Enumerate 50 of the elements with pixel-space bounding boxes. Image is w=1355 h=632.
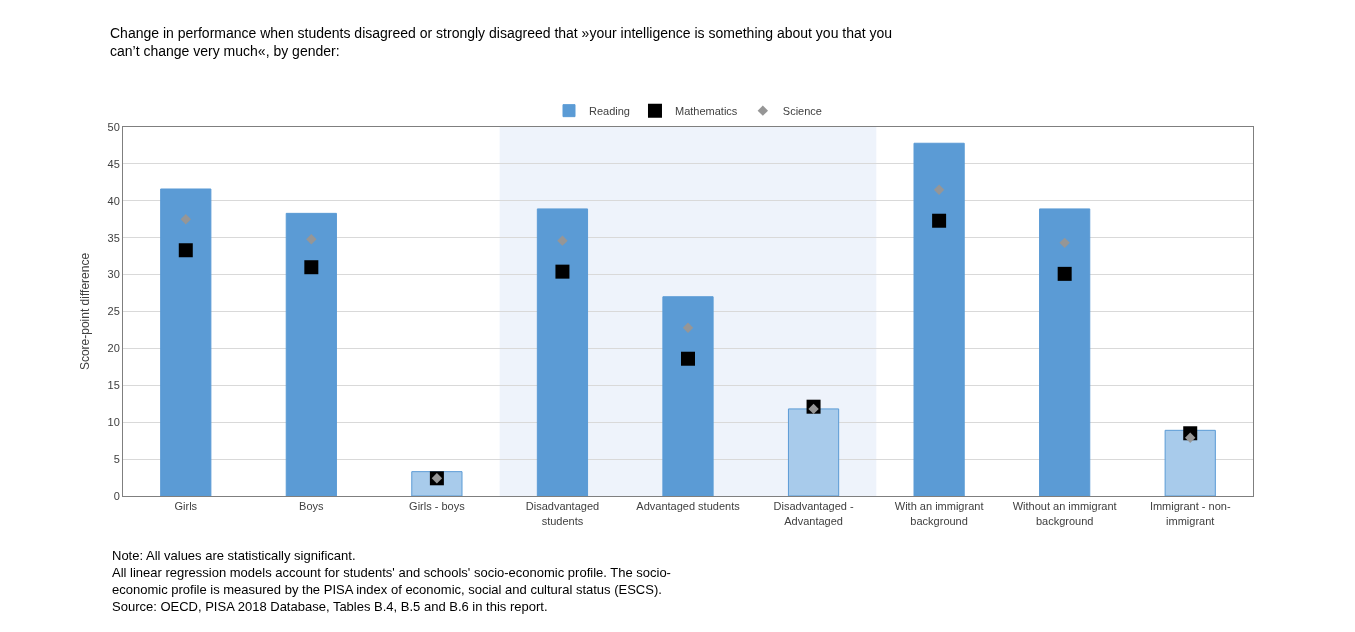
point	[1057, 266, 1072, 281]
x-tick-label: Disadvantaged - Advantaged	[773, 500, 854, 527]
x-tick-label: Without an immigrant background	[1012, 500, 1117, 527]
point	[555, 264, 570, 279]
x-tick-label: With an immigrant background	[894, 500, 984, 527]
x-tick-label: Immigrant - non-immigrant	[1149, 500, 1231, 527]
point	[1185, 432, 1196, 443]
source-note: Source: OECD, PISA 2018 Database, Tables B.4, B.5 and B.6 in this report.	[112, 598, 548, 614]
point	[1059, 237, 1070, 249]
y-tick-label: 35	[107, 231, 120, 244]
y-tick-label: 30	[107, 268, 120, 281]
y-tick-label: 40	[107, 194, 120, 207]
point	[557, 235, 568, 246]
x-tick-label: Advantaged students	[636, 500, 741, 513]
y-axis-title: Score-point difference	[77, 252, 92, 371]
bar	[662, 296, 714, 496]
x-tick-label: Girls	[174, 500, 198, 513]
point	[681, 351, 695, 366]
bar	[1039, 208, 1091, 496]
y-tick-label: 20	[107, 342, 120, 355]
text: Note: All values are statistically significant.	[112, 548, 356, 563]
legend-label: Reading	[589, 104, 630, 117]
point	[932, 213, 947, 228]
x-tick-label: Boys	[299, 500, 325, 513]
bar	[285, 212, 337, 496]
y-tick-label: 50	[107, 120, 120, 133]
x-tick-label: Disadvantaged students	[525, 500, 600, 527]
bar	[913, 142, 965, 496]
y-tick-label: 10	[107, 416, 120, 429]
point	[304, 260, 319, 275]
x-tick-label: Girls - boys	[409, 500, 466, 513]
y-tick-label: 15	[107, 379, 120, 392]
y-tick-label: 25	[107, 305, 120, 318]
bar	[160, 188, 212, 496]
point	[306, 233, 317, 245]
y-tick-label: 0	[113, 489, 120, 502]
point	[180, 214, 191, 225]
point	[682, 322, 694, 333]
y-tick-label: 45	[107, 157, 120, 170]
point	[933, 184, 945, 195]
bar	[787, 408, 840, 496]
bar	[536, 208, 589, 496]
point	[808, 403, 819, 415]
text: All linear regression models account for students' and schools' socio-economic profile. The socio-economic profile is measured by the PISA index of economic, social and cultural status (ESCS).	[112, 564, 671, 597]
legend-label: Science	[782, 104, 822, 117]
legend-label: Mathematics	[674, 104, 738, 117]
chart-title: Change in performance when students disagreed or strongly disagreed that »your intelligence is something about you that you can’t change very much«, by gender:	[110, 25, 893, 60]
bar	[1164, 429, 1216, 496]
point	[178, 243, 193, 258]
y-tick-label: 5	[113, 452, 120, 465]
